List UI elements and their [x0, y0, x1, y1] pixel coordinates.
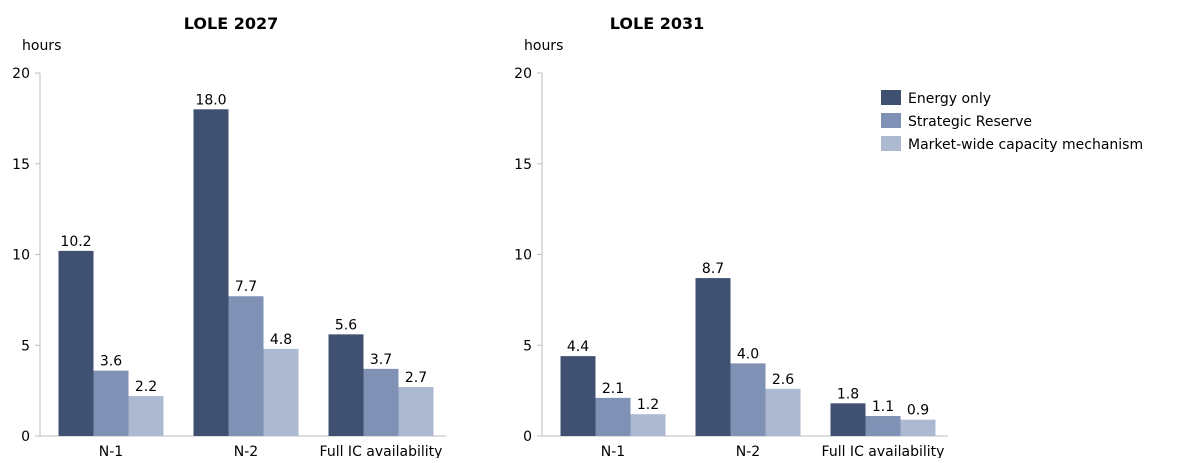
data-label: 4.8 — [270, 332, 292, 348]
data-label: 3.7 — [370, 352, 392, 368]
legend-label: Energy only — [908, 91, 991, 107]
bar-energy-only-n-2 — [695, 278, 731, 436]
bar-strategic-reserve-n-1 — [595, 397, 631, 436]
y-tick-label: 15 — [12, 157, 30, 173]
category-label: Full IC availability — [320, 444, 443, 458]
category-label: N-2 — [736, 444, 760, 458]
data-label: 2.2 — [135, 379, 157, 395]
bar-strategic-reserve-full-ic-availability — [363, 368, 399, 436]
y-axis-ticks: 0 5 10 15 20 — [514, 66, 542, 445]
bar-strategic-reserve-full-ic-availability — [865, 416, 901, 436]
chart-lole-2027: LOLE 2027 hours 0 5 10 15 20 10.2 3.6 2.2 18.0 7… — [12, 14, 446, 460]
bar-energy-only-n-1 — [58, 250, 94, 436]
bar-energy-only-n-2 — [193, 109, 229, 437]
data-label: 1.1 — [872, 399, 894, 415]
bar-market-wide-capacity-mechanism-full-ic-availability — [398, 386, 434, 436]
data-label: 1.8 — [837, 386, 859, 402]
legend-swatch — [881, 136, 901, 151]
y-tick-label: 0 — [523, 429, 532, 445]
y-tick-label: 0 — [21, 429, 30, 445]
data-label: 3.6 — [100, 354, 122, 370]
bar-energy-only-n-1 — [560, 356, 596, 436]
bar-strategic-reserve-n-2 — [730, 363, 766, 436]
data-label: 0.9 — [907, 403, 929, 419]
bar-market-wide-capacity-mechanism-full-ic-availability — [900, 419, 936, 436]
data-label: 18.0 — [195, 92, 226, 108]
y-axis-ticks: 0 5 10 15 20 — [12, 66, 40, 445]
data-label: 4.4 — [567, 339, 589, 355]
legend-label: Market-wide capacity mechanism — [908, 137, 1143, 153]
data-label: 2.6 — [772, 372, 794, 388]
data-label: 10.2 — [60, 234, 91, 250]
bar-market-wide-capacity-mechanism-n-2 — [765, 388, 801, 436]
legend-swatch — [881, 90, 901, 105]
category-labels-group: N-1 N-2 Full IC availability — [99, 444, 443, 460]
y-axis-unit-label: hours — [524, 38, 563, 54]
bar-market-wide-capacity-mechanism-n-2 — [263, 348, 299, 436]
bars-group — [58, 109, 434, 437]
data-label: 4.0 — [737, 346, 759, 362]
bar-energy-only-full-ic-availability — [328, 334, 364, 436]
y-tick-label: 20 — [514, 66, 532, 82]
y-tick-label: 20 — [12, 66, 30, 82]
bar-market-wide-capacity-mechanism-n-1 — [128, 396, 164, 436]
data-labels-group: 10.2 3.6 2.2 18.0 7.7 4.8 5.6 3.7 2.7 — [60, 92, 427, 395]
category-label: N-2 — [234, 444, 258, 458]
bars-group — [560, 278, 936, 436]
category-label: N-1 — [601, 444, 625, 458]
data-label: 2.1 — [602, 381, 624, 397]
chart-lole-2031: LOLE 2031 hours 0 5 10 15 20 4.4 2.1 1.2 8.7 4.0… — [514, 14, 1143, 460]
legend: Energy only Strategic Reserve Market-wid… — [881, 90, 1143, 153]
category-label: Full IC availability — [822, 444, 945, 458]
y-tick-label: 10 — [12, 248, 30, 264]
bar-energy-only-full-ic-availability — [830, 403, 866, 436]
category-label: N-1 — [99, 444, 123, 458]
legend-item-strategic-reserve: Strategic Reserve — [881, 113, 1032, 130]
legend-item-energy-only: Energy only — [881, 90, 991, 107]
bar-strategic-reserve-n-1 — [93, 370, 129, 436]
category-labels-group: N-1 N-2 Full IC availability — [601, 444, 945, 460]
y-tick-label: 15 — [514, 157, 532, 173]
data-label: 1.2 — [637, 397, 659, 413]
legend-swatch — [881, 113, 901, 128]
data-label: 2.7 — [405, 370, 427, 386]
bar-market-wide-capacity-mechanism-n-1 — [630, 414, 666, 436]
y-tick-label: 5 — [21, 338, 30, 354]
y-tick-label: 5 — [523, 338, 532, 354]
legend-item-market-wide-capacity-mechanism: Market-wide capacity mechanism — [881, 136, 1143, 153]
y-axis-unit-label: hours — [22, 38, 61, 54]
chart-title: LOLE 2027 — [184, 14, 278, 33]
data-labels-group: 4.4 2.1 1.2 8.7 4.0 2.6 1.8 1.1 0.9 — [567, 261, 929, 419]
data-label: 7.7 — [235, 279, 257, 295]
data-label: 8.7 — [702, 261, 724, 277]
bar-strategic-reserve-n-2 — [228, 296, 264, 436]
legend-label: Strategic Reserve — [908, 114, 1032, 130]
data-label: 5.6 — [335, 317, 357, 333]
y-tick-label: 10 — [514, 248, 532, 264]
chart-title: LOLE 2031 — [610, 14, 704, 33]
